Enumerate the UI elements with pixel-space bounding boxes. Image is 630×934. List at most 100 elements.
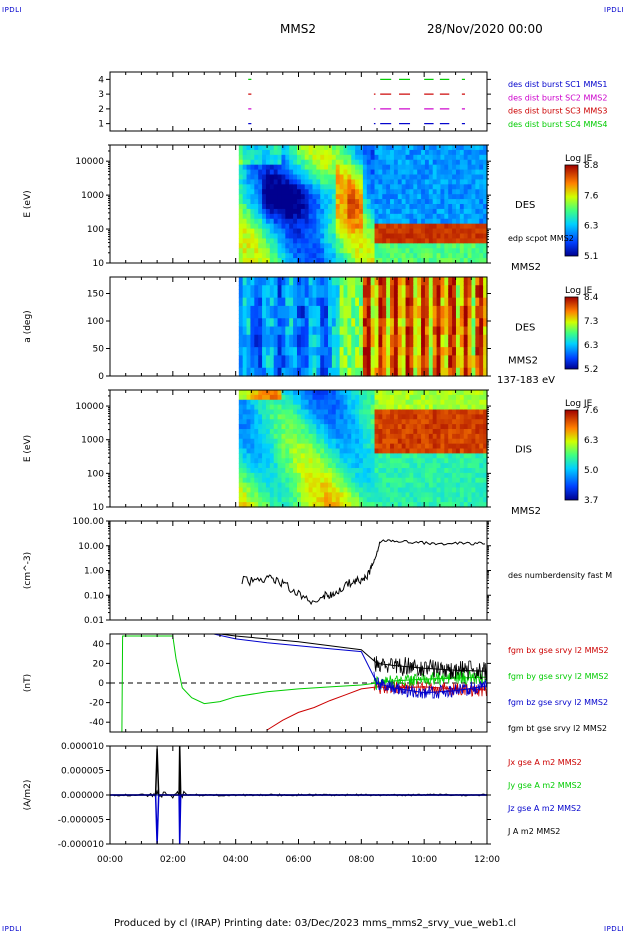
- heatmap-cell: [254, 213, 259, 220]
- heatmap-cell: [455, 305, 461, 311]
- heatmap-cell: [258, 355, 263, 361]
- heatmap-cell: [455, 409, 461, 415]
- heatmap-cell: [455, 468, 461, 474]
- heatmap-cell: [483, 314, 488, 319]
- heatmap-cell: [265, 326, 271, 332]
- heatmap-cell: [370, 258, 376, 264]
- heatmap-cell: [339, 243, 345, 249]
- heatmap-cell: [328, 253, 333, 259]
- heatmap-cell: [467, 297, 473, 303]
- heatmap-cell: [250, 179, 255, 185]
- heatmap-cell: [308, 194, 314, 200]
- heatmap-cell: [296, 343, 302, 348]
- heatmap-cell: [471, 243, 476, 249]
- heatmap-cell: [258, 326, 263, 332]
- heatmap-cell: [316, 301, 321, 307]
- heatmap-cell: [436, 351, 442, 356]
- heatmap-cell: [459, 289, 465, 295]
- heatmap-cell: [293, 371, 298, 377]
- heatmap-cell: [273, 233, 279, 240]
- heatmap-cell: [265, 243, 271, 249]
- heatmap-cell: [405, 233, 411, 240]
- heatmap-cell: [483, 355, 488, 361]
- heatmap-cell: [304, 213, 310, 220]
- heatmap-cell: [475, 322, 480, 328]
- heatmap-cell: [448, 330, 453, 336]
- heatmap-cell: [455, 213, 461, 220]
- heatmap-cell: [296, 414, 302, 420]
- heatmap-cell: [355, 164, 360, 171]
- heatmap-cell: [304, 399, 310, 406]
- heatmap-cell: [401, 233, 407, 240]
- heatmap-cell: [273, 347, 279, 352]
- heatmap-cell: [362, 334, 368, 340]
- heatmap-cell: [436, 258, 442, 264]
- heatmap-cell: [355, 238, 360, 244]
- heatmap-cell: [452, 343, 457, 348]
- heatmap-cell: [440, 174, 445, 181]
- heatmap-cell: [417, 363, 422, 369]
- heatmap-cell: [397, 330, 403, 336]
- heatmap-cell: [483, 322, 488, 328]
- heatmap-cell: [428, 433, 434, 440]
- heatmap-cell: [397, 477, 403, 484]
- heatmap-cell: [397, 438, 403, 445]
- heatmap-cell: [432, 399, 438, 406]
- heatmap-cell: [347, 208, 352, 215]
- heatmap-cell: [467, 419, 473, 425]
- heatmap-cell: [254, 169, 259, 176]
- heatmap-cell: [444, 285, 449, 290]
- heatmap-cell: [382, 390, 387, 396]
- heatmap-cell: [413, 289, 418, 295]
- heatmap-cell: [343, 448, 348, 454]
- heatmap-cell: [475, 330, 480, 336]
- heatmap-cell: [440, 164, 445, 171]
- heatmap-cell: [479, 347, 484, 352]
- heatmap-cell: [304, 248, 310, 254]
- heatmap-cell: [471, 419, 476, 425]
- heatmap-cell: [432, 301, 438, 307]
- heatmap-cell: [293, 334, 298, 340]
- heatmap-cell: [463, 399, 469, 406]
- heatmap-cell: [370, 399, 376, 406]
- heatmap-cell: [452, 189, 457, 195]
- heatmap-cell: [455, 314, 461, 319]
- heatmap-cell: [246, 258, 252, 264]
- heatmap-cell: [273, 208, 279, 215]
- heatmap-cell: [324, 438, 329, 445]
- heatmap-cell: [436, 404, 442, 411]
- heatmap-cell: [343, 429, 348, 435]
- heatmap-cell: [479, 159, 484, 166]
- heatmap-cell: [436, 438, 442, 445]
- heatmap-cell: [452, 179, 457, 185]
- heatmap-cell: [312, 343, 317, 348]
- heatmap-cell: [448, 477, 453, 484]
- heatmap-cell: [421, 189, 426, 195]
- heatmap-cell: [397, 310, 403, 315]
- heatmap-cell: [397, 233, 403, 240]
- heatmap-cell: [339, 394, 345, 401]
- heatmap-cell: [331, 390, 337, 396]
- heatmap-cell: [479, 243, 484, 249]
- heatmap-cell: [382, 458, 387, 464]
- heatmap-cell: [413, 159, 418, 166]
- heatmap-cell: [440, 487, 445, 493]
- heatmap-cell: [397, 174, 403, 181]
- heatmap-cell: [242, 248, 248, 254]
- heatmap-cell: [382, 149, 387, 156]
- heatmap-cell: [374, 169, 380, 176]
- heatmap-cell: [359, 297, 364, 303]
- heatmap-cell: [436, 322, 442, 328]
- heatmap-cell: [409, 477, 414, 484]
- heatmap-cell: [289, 223, 294, 230]
- heatmap-cell: [304, 351, 310, 356]
- heatmap-cell: [471, 213, 476, 220]
- heatmap-cell: [479, 477, 484, 484]
- heatmap-cell: [440, 213, 445, 220]
- heatmap-cell: [374, 228, 380, 235]
- heatmap-cell: [440, 433, 445, 440]
- heatmap-cell: [347, 404, 352, 411]
- heatmap-cell: [413, 277, 418, 282]
- heatmap-cell: [463, 458, 469, 464]
- heatmap-cell: [409, 314, 414, 319]
